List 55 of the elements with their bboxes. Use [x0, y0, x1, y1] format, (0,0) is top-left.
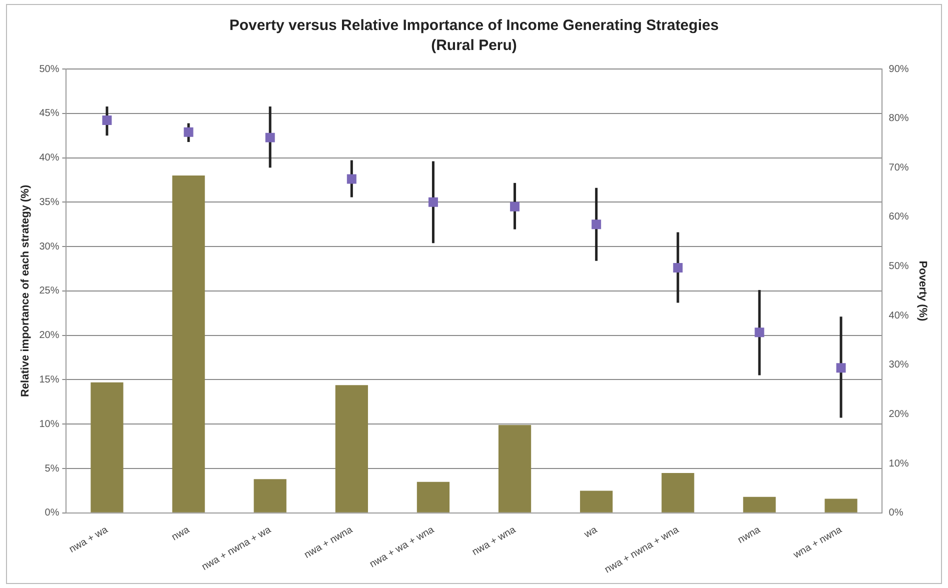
x-tick-label: nwa + nwna + wna [603, 524, 682, 576]
point [428, 197, 438, 207]
y-tick-label: 0% [44, 508, 60, 519]
x-tick-label: wa [582, 524, 600, 541]
y2-tick-label: 90% [888, 64, 909, 75]
point [265, 132, 275, 142]
x-tick-label: nwa + nwna [302, 524, 355, 561]
y-tick-label: 45% [39, 108, 60, 120]
bar [743, 496, 776, 512]
y2-tick-label: 40% [888, 310, 909, 322]
y2-tick-label: 0% [888, 508, 904, 519]
y-tick-label: 50% [39, 64, 60, 75]
x-tick-label: nwa + wa [68, 524, 110, 556]
bar [254, 479, 286, 512]
bar [335, 385, 368, 512]
y-tick-label: 35% [39, 196, 60, 208]
y2-tick-label: 30% [888, 360, 909, 371]
y2-tick-label: 60% [888, 212, 909, 223]
y2-tick-label: 20% [888, 409, 909, 420]
bar [662, 472, 694, 512]
point [754, 328, 764, 338]
y2-tick-label: 80% [888, 113, 909, 124]
bar [498, 425, 532, 512]
y-tick-label: 20% [39, 330, 60, 342]
bar [416, 482, 450, 512]
point [592, 220, 602, 230]
point [510, 202, 520, 212]
x-tick-label: nwa + nwna + wa [200, 524, 274, 574]
y-tick-label: 25% [39, 286, 60, 297]
y-tick-label: 15% [39, 374, 60, 386]
point [184, 127, 194, 137]
x-tick-label: nwna [736, 524, 763, 546]
y-tick-label: 5% [44, 463, 60, 474]
bar [90, 382, 124, 512]
y-tick-label: 10% [39, 418, 60, 430]
bar [172, 176, 205, 512]
y-axis-title: Relative importance of each strategy (%) [20, 184, 32, 398]
y2-tick-label: 70% [888, 162, 909, 174]
y-tick-label: 30% [39, 241, 60, 252]
x-tick-label: wna + nwna [791, 524, 844, 562]
y2-axis-title: Poverty (%) [916, 260, 928, 322]
bar [580, 490, 613, 512]
y2-tick-label: 50% [888, 261, 909, 272]
bar [824, 498, 858, 512]
point [836, 363, 846, 373]
point [673, 263, 683, 273]
x-tick-label: nwa + wa + wna [368, 524, 436, 570]
chart-title: Poverty versus Relative Importance of Income Generating Strategies [229, 17, 719, 34]
x-tick-label: nwa [170, 524, 192, 544]
point [102, 116, 112, 126]
y2-tick-label: 10% [888, 458, 909, 470]
chart-subtitle: (Rural Peru) [431, 37, 517, 54]
x-tick-label: nwa + wna [470, 524, 518, 558]
y-tick-label: 40% [39, 152, 60, 164]
point [346, 174, 356, 184]
